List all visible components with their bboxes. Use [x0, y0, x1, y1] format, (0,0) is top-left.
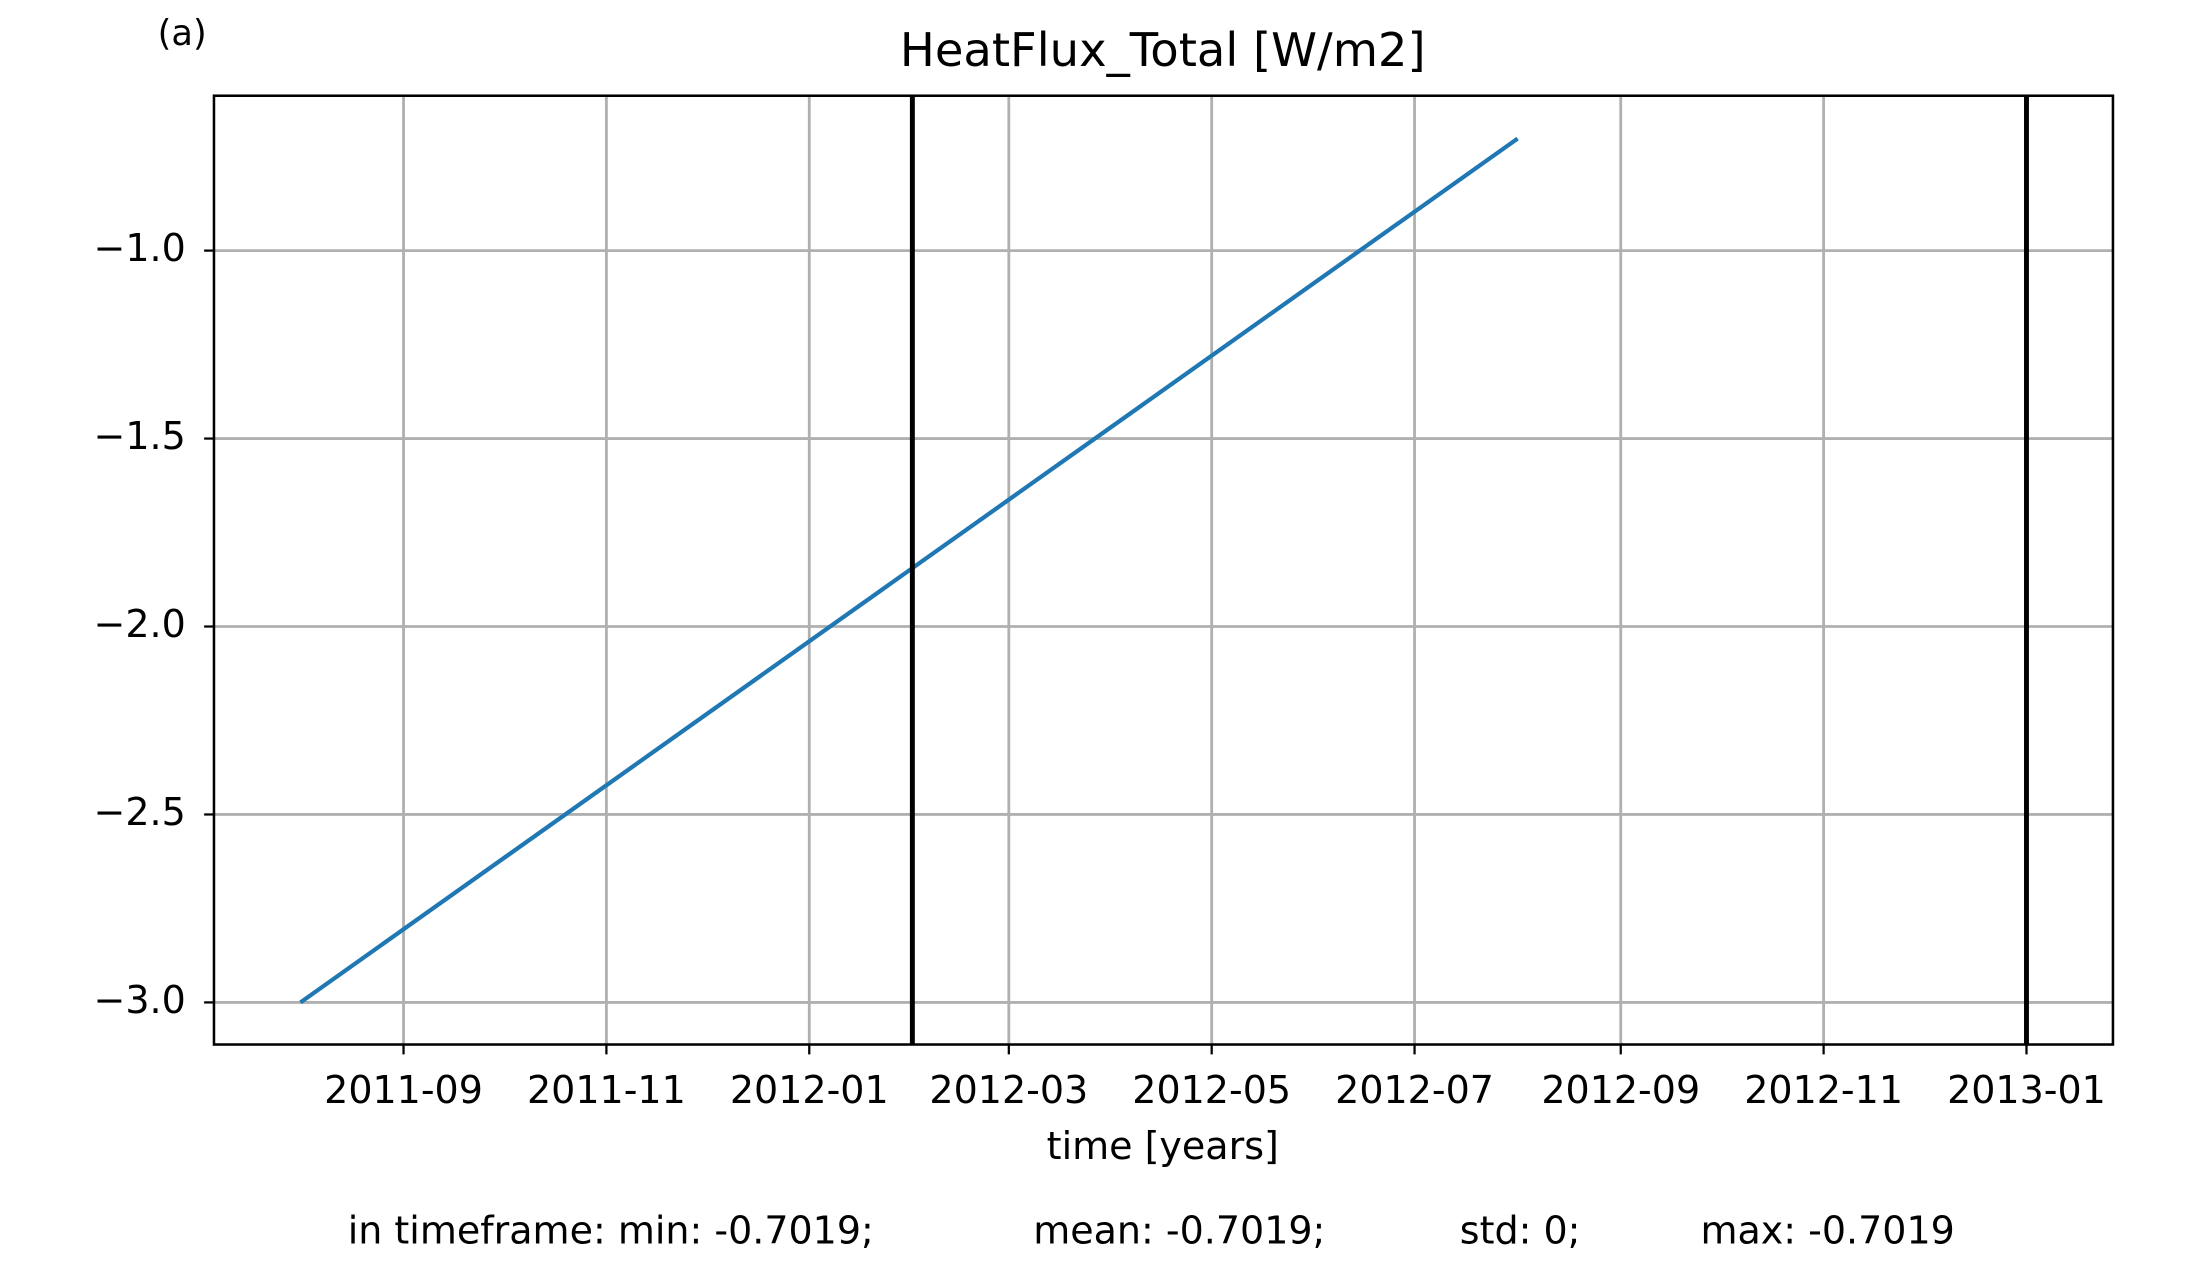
y-tick-label: −2.0: [94, 602, 186, 646]
x-tick-label: 2012-07: [1335, 1068, 1494, 1112]
x-tick-label: 2012-09: [1541, 1068, 1700, 1112]
x-tick-label: 2012-03: [929, 1068, 1088, 1112]
plot-frame: [212, 94, 2115, 1046]
panel-label: (a): [158, 13, 207, 54]
x-axis-label: time [years]: [1047, 1124, 1279, 1168]
y-tick-label: −2.5: [94, 790, 186, 834]
footer-stat: mean: -0.7019;: [1033, 1209, 1325, 1253]
y-tick-label: −3.0: [94, 978, 186, 1022]
chart-title: HeatFlux_Total [W/m2]: [900, 23, 1426, 77]
x-tick-label: 2011-09: [324, 1068, 483, 1112]
footer-stat: std: 0;: [1460, 1209, 1581, 1253]
y-tick-label: −1.0: [94, 226, 186, 270]
data-line: [299, 136, 1519, 1005]
x-tick-label: 2012-05: [1132, 1068, 1291, 1112]
x-tick-label: 2011-11: [527, 1068, 686, 1112]
footer-stat: max: -0.7019: [1700, 1209, 1954, 1253]
x-tick-label: 2013-01: [1947, 1068, 2106, 1112]
y-tick-label: −1.5: [94, 414, 186, 458]
x-tick-label: 2012-11: [1744, 1068, 1903, 1112]
x-tick-label: 2012-01: [730, 1068, 889, 1112]
footer-stat: in timeframe: min: -0.7019;: [348, 1209, 874, 1253]
